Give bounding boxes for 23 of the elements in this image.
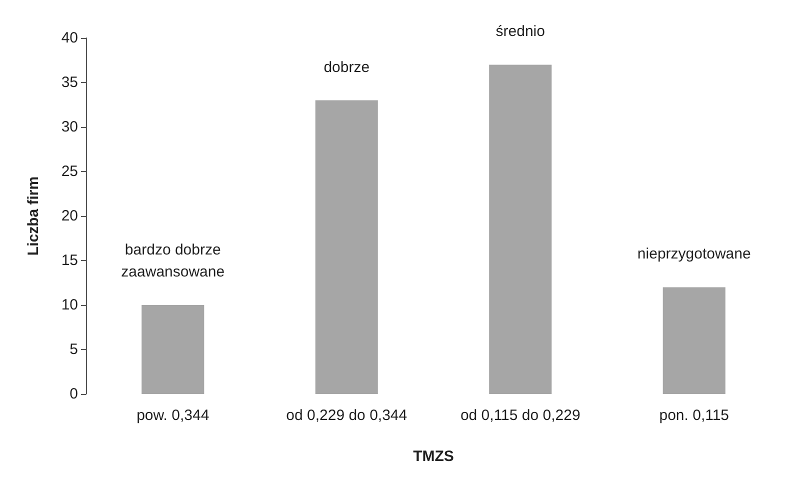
annotation: nieprzygotowane xyxy=(637,246,751,263)
y-tick-label: 20 xyxy=(61,208,78,224)
bar xyxy=(489,64,552,394)
annotation: bardzo dobrze zaawansowane xyxy=(121,242,225,280)
x-tick-label: od 0,115 do 0,229 xyxy=(460,407,580,424)
y-tick-label: 25 xyxy=(61,163,78,180)
x-tick-label: pon. 0,115 xyxy=(659,407,730,424)
y-tick-label: 15 xyxy=(61,252,78,269)
x-axis-title: TMZS xyxy=(413,448,454,465)
bar xyxy=(662,287,726,394)
annotation: średnio xyxy=(496,23,545,40)
bar xyxy=(142,305,204,394)
y-tick-label: 0 xyxy=(70,386,78,402)
x-tick-label: pow. 0,344 xyxy=(136,407,210,424)
y-axis-title: Liczba firm xyxy=(25,176,42,256)
x-tick-label: od 0,229 do 0,344 xyxy=(286,407,408,424)
bar xyxy=(315,100,378,394)
annotation: dobrze xyxy=(324,58,370,76)
y-tick-label: 40 xyxy=(61,30,78,46)
y-tick-label: 35 xyxy=(61,74,78,91)
y-tick-label: 10 xyxy=(61,296,78,314)
y-tick-label: 30 xyxy=(61,118,78,136)
y-tick-label: 5 xyxy=(70,341,78,358)
